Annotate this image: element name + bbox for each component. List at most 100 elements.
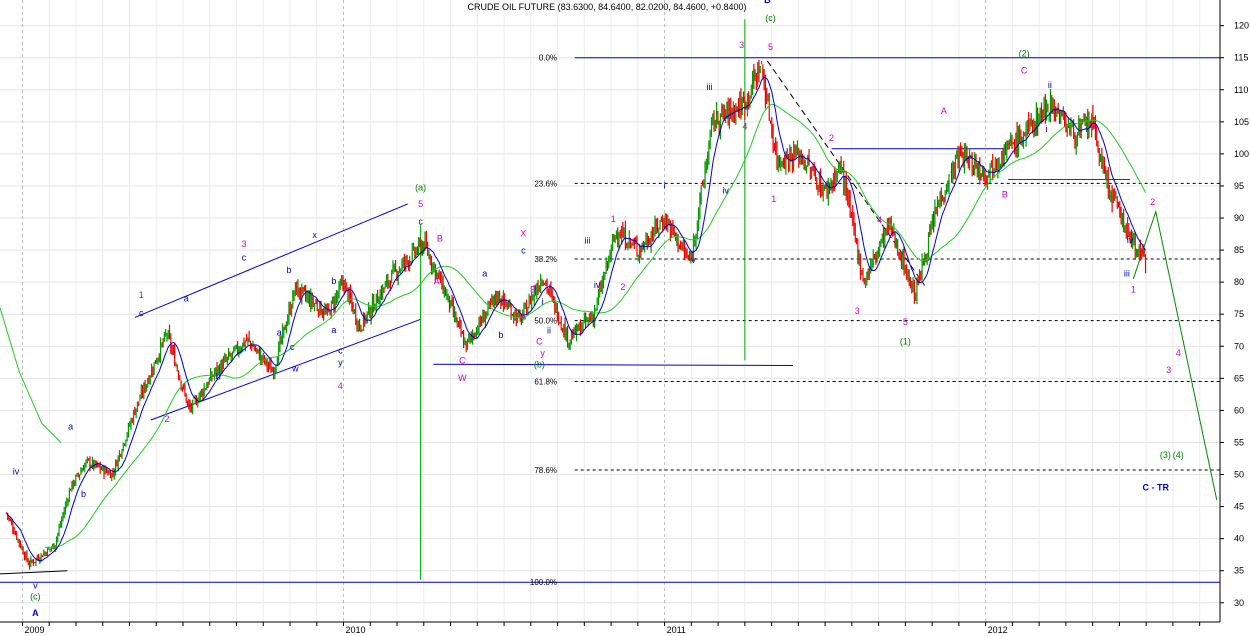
y-tick-label: 120 — [1234, 21, 1249, 31]
wave-label: b — [331, 276, 336, 286]
wave-label: c — [242, 252, 247, 262]
wave-label: y — [338, 358, 343, 368]
y-tick-label: 55 — [1234, 437, 1244, 447]
wave-label: i — [664, 181, 666, 191]
wave-label: ii — [1048, 80, 1052, 90]
wave-label: 2 — [164, 414, 169, 424]
wave-label: iv — [1127, 235, 1134, 245]
moving-average-fast — [6, 76, 1146, 562]
wave-label: B — [1002, 190, 1008, 200]
wave-label: ii — [547, 325, 551, 335]
wave-label: B — [437, 234, 443, 244]
wave-label: B — [764, 0, 771, 5]
wave-label: c — [521, 245, 526, 255]
wave-label: 4 — [1176, 348, 1181, 358]
support-line — [433, 363, 794, 367]
wave-label: 1 — [611, 214, 616, 224]
fib-label: 23.6% — [534, 179, 557, 188]
wave-label: B — [530, 284, 536, 294]
y-tick-label: 65 — [1234, 373, 1244, 383]
wave-label: X — [520, 229, 526, 239]
wave-label: a — [68, 422, 73, 432]
wave-label: 3 — [855, 306, 860, 316]
fib-label: 100.0% — [530, 578, 557, 587]
wave-label: 1 — [139, 290, 144, 300]
wave-label: 1 — [771, 194, 776, 204]
fib-label: 50.0% — [534, 317, 557, 326]
wave-label: i — [1046, 124, 1048, 134]
base-line — [0, 570, 68, 575]
moving-average-slow — [44, 103, 1146, 548]
fib-label: 0.0% — [539, 54, 557, 63]
wave-label: (c) — [30, 592, 41, 602]
wave-label: A — [520, 311, 526, 321]
wave-label: A — [941, 106, 947, 116]
wave-label: iii — [1124, 268, 1130, 278]
wave-label: b — [216, 372, 221, 382]
wave-label: C — [459, 356, 466, 366]
channel-upper — [134, 203, 408, 318]
trendlines — [0, 19, 1218, 580]
wave-label: 4 — [877, 215, 882, 225]
wave-label: iv — [594, 280, 601, 290]
wave-label: 5 — [418, 199, 423, 209]
moving-average-slow-start — [0, 307, 62, 443]
wave-label: a — [277, 327, 282, 337]
wave-label: iii — [585, 236, 591, 246]
y-tick-label: 40 — [1234, 534, 1244, 544]
wave-label: c — [139, 308, 144, 318]
wave-label: b — [286, 265, 291, 275]
wave-label: C - TR — [1143, 483, 1170, 493]
fib-label: 78.6% — [534, 466, 557, 475]
wave-label: w — [291, 363, 299, 373]
wave-label: (b) — [534, 359, 545, 369]
y-tick-label: 80 — [1234, 277, 1244, 287]
y-tick-label: 85 — [1234, 245, 1244, 255]
wave-label: b — [498, 330, 503, 340]
y-tick-label: 110 — [1234, 85, 1248, 95]
fib-label: 38.2% — [534, 255, 557, 264]
x-tick-label: 2011 — [667, 625, 686, 635]
wave-label: a — [482, 268, 487, 278]
moving-averages — [0, 76, 1146, 562]
x-tick-label: 2010 — [346, 625, 366, 635]
wave-label: c — [290, 342, 295, 352]
wave-label: 5 — [903, 317, 908, 327]
price-bars — [5, 60, 1147, 570]
y-tick-label: 70 — [1234, 341, 1244, 351]
wave-label: 1 — [1131, 284, 1136, 294]
wave-label: 3 — [1166, 365, 1171, 375]
wave-label: 4 — [742, 122, 747, 132]
wave-label: 2 — [620, 282, 625, 292]
wave-label: v — [691, 255, 696, 265]
y-tick-label: 115 — [1234, 53, 1248, 63]
y-tick-label: 90 — [1234, 213, 1244, 223]
wave-label: C — [1021, 66, 1028, 76]
dashed-trend — [766, 60, 926, 286]
wave-label: C — [536, 336, 543, 346]
wave-label: 4 — [338, 381, 343, 391]
y-tick-label: 45 — [1234, 502, 1244, 512]
wave-label: (3) — [1160, 450, 1171, 460]
wave-label: (c) — [765, 13, 776, 23]
x-tick-label: 2009 — [24, 625, 44, 635]
wave-label: iv — [13, 467, 20, 477]
wave-label: 2 — [829, 133, 834, 143]
wave-label: c — [338, 345, 343, 355]
y-tick-label: 30 — [1234, 598, 1244, 608]
y-tick-label: 60 — [1234, 405, 1244, 415]
wave-label: iv — [722, 186, 729, 196]
y-tick-label: 75 — [1234, 309, 1244, 319]
wave-label: 5 — [768, 42, 773, 52]
wave-label: x — [312, 230, 317, 240]
wave-label: (a) — [415, 182, 426, 192]
channel-lower — [150, 318, 421, 421]
wave-label: (4) — [1173, 450, 1184, 460]
x-tick-label: 2012 — [988, 625, 1008, 635]
wave-label: iii — [707, 82, 713, 92]
wave-label: A — [434, 277, 440, 287]
wave-label: i — [542, 297, 544, 307]
